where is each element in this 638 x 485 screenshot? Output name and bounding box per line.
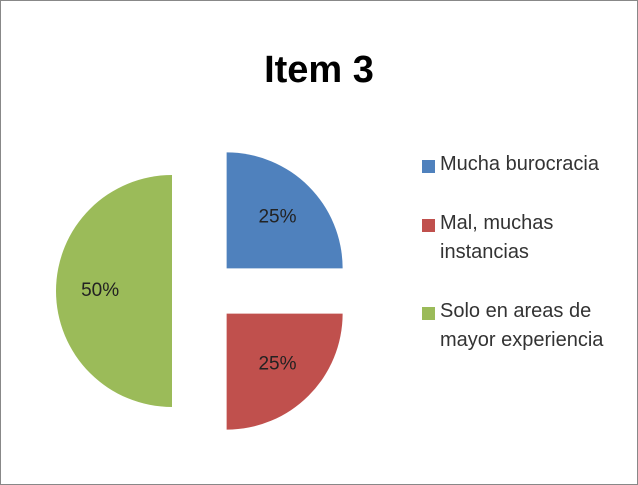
legend-item: Solo en areas de mayor experiencia: [418, 297, 628, 355]
legend-swatch: [422, 160, 435, 173]
pie-slice: [226, 152, 343, 269]
pie-slice: [56, 175, 172, 407]
pie-slice: [226, 313, 343, 430]
data-label: 50%: [81, 280, 119, 301]
legend-label: Mucha burocracia: [440, 153, 599, 175]
chart-title: Item 3: [264, 49, 374, 91]
data-label: 25%: [258, 353, 296, 374]
legend-swatch: [422, 307, 435, 320]
data-label: 25%: [258, 207, 296, 228]
legend-item: Mucha burocracia: [418, 150, 628, 179]
legend: Mucha burocracia Mal, muchas instancias So…: [418, 150, 628, 385]
legend-label: Solo en areas de mayor experiencia: [440, 300, 604, 351]
legend-label: Mal, muchas instancias: [440, 212, 554, 263]
legend-swatch: [422, 219, 435, 232]
legend-item: Mal, muchas instancias: [418, 209, 628, 267]
